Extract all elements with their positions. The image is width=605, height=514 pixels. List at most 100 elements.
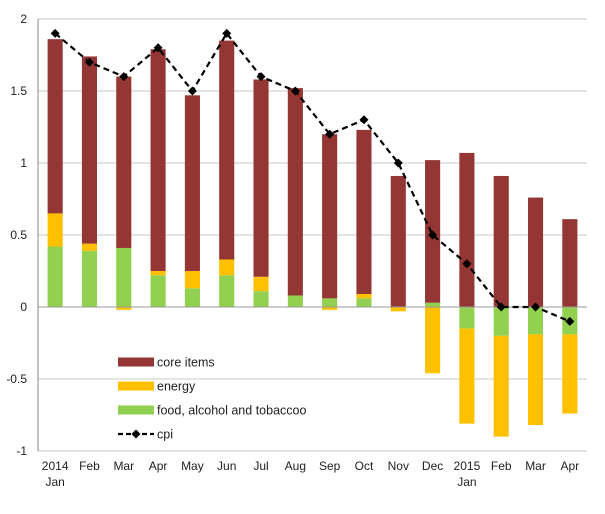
bar-segment — [47, 39, 63, 214]
bar-segment — [562, 334, 578, 414]
bar-segment — [116, 307, 132, 310]
bar-segment — [253, 276, 269, 292]
legend-swatch — [118, 405, 154, 415]
x-tick-label: 2014 — [42, 459, 69, 473]
bar-segment — [322, 307, 338, 310]
bar-segment — [425, 302, 441, 307]
x-tick-label: 2015 — [454, 459, 481, 473]
bar-segment — [219, 275, 235, 307]
bar-segment — [390, 307, 406, 312]
cpi-point — [428, 230, 438, 240]
bar-segment — [219, 259, 235, 276]
cpi-point — [359, 115, 369, 125]
y-tick-label: -0.5 — [6, 372, 27, 386]
bar-segment — [116, 76, 132, 248]
cpi-point — [462, 259, 472, 269]
legend: core items energy food, alcohol and tobacc… — [118, 356, 306, 442]
cpi-point — [290, 86, 300, 96]
bar-segment — [287, 295, 303, 307]
cpi-point — [393, 158, 403, 168]
x-tick-label: Dec — [422, 459, 443, 473]
line-layer — [50, 28, 575, 326]
cpi-point — [50, 28, 60, 38]
x-tick-label: Jul — [253, 459, 268, 473]
x-tick-label: Jan — [45, 475, 64, 489]
bar-segment — [81, 250, 98, 307]
bar-segment — [81, 56, 98, 244]
cpi-point — [187, 86, 197, 96]
bar-segment — [356, 298, 372, 307]
bar-segment — [356, 294, 372, 299]
bar-layer — [38, 39, 587, 437]
bar-segment — [356, 129, 372, 295]
cpi-point — [119, 72, 129, 82]
x-tick-label: Apr — [149, 459, 168, 473]
y-tick-label: 1.5 — [10, 84, 27, 98]
bar-segment — [47, 246, 63, 307]
y-tick-label: 2 — [20, 12, 27, 26]
x-tick-label: Jan — [457, 475, 476, 489]
legend-label: core items — [157, 356, 215, 370]
bar-segment — [459, 152, 475, 307]
bar-segment — [390, 175, 406, 307]
y-tick-label: 1 — [20, 156, 27, 170]
legend-label: cpi — [157, 428, 173, 442]
bar-segment — [562, 219, 578, 307]
y-tick-label: 0 — [20, 300, 27, 314]
x-tick-label: Sep — [319, 459, 341, 473]
bar-segment — [527, 197, 544, 307]
x-tick-label: May — [181, 459, 204, 473]
bar-segment — [459, 328, 475, 424]
bar-segment — [493, 335, 509, 437]
bar-segment — [527, 334, 544, 426]
cpi-point — [325, 129, 335, 139]
y-tick-label: 0.5 — [10, 228, 27, 242]
cpi-line — [54, 31, 571, 323]
x-tick-label: Feb — [491, 459, 512, 473]
bar-segment — [150, 271, 166, 276]
legend-swatch — [118, 381, 154, 391]
x-tick-label: Feb — [79, 459, 100, 473]
bar-segment — [322, 134, 338, 299]
cpi-point — [153, 43, 163, 53]
x-tick-label: Jun — [217, 459, 236, 473]
y-tick-label: -1 — [16, 444, 27, 458]
x-tick-label: Mar — [525, 459, 546, 473]
bar-segment — [527, 307, 544, 335]
bar-segment — [219, 40, 235, 260]
bar-segment — [184, 288, 200, 307]
legend-label: food, alcohol and tobaccoo — [157, 404, 306, 418]
bar-segment — [184, 95, 200, 271]
bar-segment — [184, 271, 200, 289]
bar-segment — [322, 298, 338, 307]
bar-segment — [150, 275, 166, 307]
bar-segment — [81, 243, 98, 251]
x-tick-label: Aug — [285, 459, 306, 473]
bar-segment — [150, 49, 166, 271]
x-tick-label: Mar — [113, 459, 134, 473]
cpi-point — [496, 302, 506, 312]
cpi-point — [256, 72, 266, 82]
bar-segment — [425, 307, 441, 374]
bar-segment — [287, 88, 303, 296]
bar-segment — [253, 79, 269, 277]
bar-segment — [459, 307, 475, 329]
cpi-point — [222, 28, 232, 38]
legend-marker — [131, 429, 141, 439]
x-tick-label: Apr — [561, 459, 580, 473]
bar-segment — [493, 307, 509, 336]
legend-swatch — [118, 357, 154, 367]
bar-segment — [253, 291, 269, 307]
cpi-point — [531, 302, 541, 312]
bar-segment — [116, 247, 132, 307]
cpi-point — [84, 57, 94, 67]
x-tick-label: Nov — [388, 459, 409, 473]
cpi-point — [565, 316, 575, 326]
bar-segment — [493, 175, 509, 307]
axis-layer: -1 -0.5 0 0.5 1 1.5 2 2014 Jan Feb Mar Apr May Jun Jul… — [6, 12, 579, 489]
x-tick-label: Oct — [355, 459, 374, 473]
bar-segment — [47, 213, 63, 247]
legend-label: energy — [157, 380, 196, 394]
